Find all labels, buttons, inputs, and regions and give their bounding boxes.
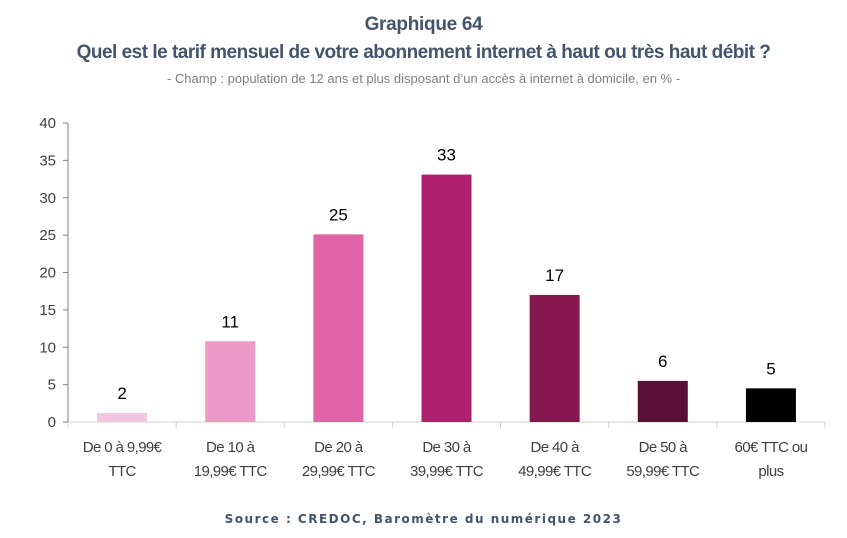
chart-title: Graphique 64 (364, 14, 483, 35)
x-category-label: De 50 à (639, 439, 689, 456)
data-label: 6 (658, 352, 667, 371)
data-label: 5 (766, 359, 775, 378)
y-tick-label: 30 (39, 190, 56, 207)
data-label: 33 (437, 146, 456, 165)
y-tick-label: 15 (39, 302, 56, 319)
data-label: 25 (329, 205, 348, 224)
data-label: 11 (221, 312, 239, 331)
bar (313, 234, 364, 422)
x-category-label: TTC (108, 463, 136, 480)
chart-subtitle: Quel est le tarif mensuel de votre abonn… (76, 42, 771, 63)
bar (637, 380, 688, 422)
x-category-label: De 30 à (422, 439, 472, 456)
y-tick-label: 0 (48, 414, 56, 431)
y-tick-label: 40 (39, 115, 56, 132)
bar (529, 294, 580, 422)
x-category-label: De 40 à (530, 439, 580, 456)
bar (421, 174, 472, 422)
x-category-label: plus (758, 463, 783, 480)
bar (745, 388, 796, 422)
x-category-label: 29,99€ TTC (302, 463, 376, 480)
y-tick-label: 5 (48, 377, 56, 394)
y-tick-label: 20 (39, 265, 56, 282)
x-category-label: 39,99€ TTC (410, 463, 484, 480)
x-category-label: De 20 à (314, 439, 364, 456)
x-category-label: De 0 à 9,99€ (83, 439, 163, 456)
data-label: 17 (545, 266, 564, 285)
y-tick-label: 10 (39, 339, 56, 356)
y-tick-label: 35 (39, 152, 56, 169)
y-tick-label: 25 (39, 227, 56, 244)
x-category-label: 49,99€ TTC (518, 463, 592, 480)
chart-source: Source : CREDOC, Baromètre du numérique … (224, 512, 623, 526)
bar (205, 341, 256, 422)
x-category-label: 59,99€ TTC (626, 463, 700, 480)
x-category-label: De 10 à (206, 439, 256, 456)
x-category-label: 60€ TTC ou (734, 439, 807, 456)
x-category-label: 19,99€ TTC (194, 463, 268, 480)
data-label: 2 (117, 384, 126, 403)
chart-note: - Champ : population de 12 ans et plus d… (166, 71, 681, 86)
bar (97, 413, 148, 422)
